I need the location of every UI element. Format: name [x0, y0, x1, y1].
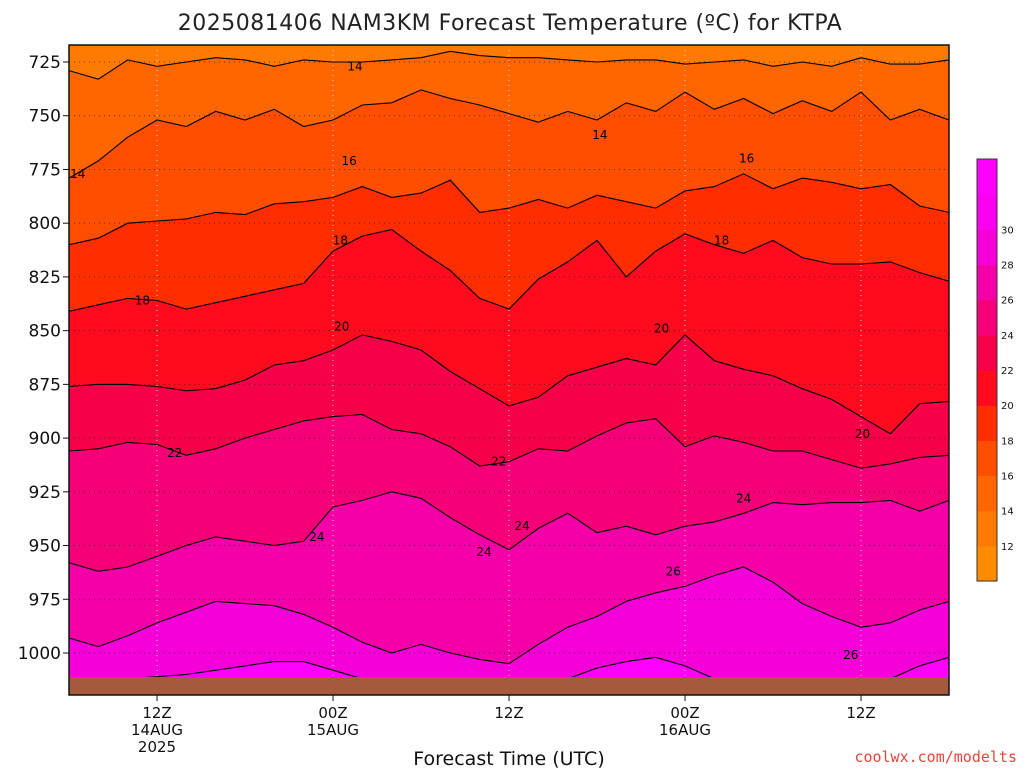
contour-label-14: 14	[592, 128, 607, 142]
colorbar: 12 14 16 18 20 22 24 26 28 30	[976, 158, 1014, 582]
xtick-label-42-0: 00Z	[670, 704, 699, 722]
band-16	[69, 45, 949, 179]
contour-label-20: 20	[855, 427, 870, 441]
ytick-label-900: 900	[29, 429, 61, 449]
contour-label-24: 24	[476, 545, 491, 559]
contour-labels: 14 14 14 16 16 18 18 18 20 20 20 22 22 24 24 24 24 26 26	[70, 59, 870, 662]
colorbar-label-16: 16	[1001, 472, 1014, 483]
colorbar-swatch-10	[977, 194, 997, 230]
contour-16	[69, 89, 949, 179]
ytick-label-925: 925	[29, 483, 61, 503]
ytick-label-950: 950	[29, 537, 61, 557]
xtick-label-6-0: 12Z	[142, 704, 171, 722]
contour-label-22: 22	[167, 446, 182, 460]
colorbar-label-28: 28	[1001, 261, 1014, 272]
contour-label-18: 18	[333, 233, 348, 247]
ytick-label-850: 850	[29, 322, 61, 342]
temperature-fill	[69, 45, 949, 695]
colorbar-swatch-4	[977, 405, 997, 441]
colorbar-swatch-1	[977, 510, 997, 547]
colorbar-frame	[976, 158, 998, 582]
colorbar-swatch-5	[977, 370, 997, 406]
grid-lines	[69, 45, 949, 695]
colorbar-swatch-2	[977, 475, 997, 512]
colorbar-swatch-7	[977, 299, 997, 336]
xtick-label-18-1: 15AUG	[307, 721, 359, 739]
contour-22	[69, 334, 949, 435]
contour-28	[69, 566, 949, 665]
xtick-label-6-2: 2025	[138, 738, 176, 756]
colorbar-label-24: 24	[1001, 331, 1014, 342]
contour-label-24: 24	[515, 519, 530, 533]
contour-label-18: 18	[135, 294, 150, 308]
xtick-label-42-1: 16AUG	[659, 721, 711, 739]
colorbar-swatch-11	[977, 159, 997, 195]
ytick-label-725: 725	[29, 53, 61, 73]
colorbar-swatch-0	[977, 545, 997, 582]
contour-label-18: 18	[714, 233, 729, 247]
colorbar-label-18: 18	[1001, 436, 1014, 447]
colorbar-swatch-8	[977, 264, 997, 301]
colorbar-label-14: 14	[1001, 507, 1014, 518]
contour-label-14: 14	[347, 59, 362, 73]
ytick-label-800: 800	[29, 214, 61, 234]
contour-label-24: 24	[736, 491, 751, 505]
colorbar-swatch-9	[977, 229, 997, 266]
colorbar-swatch-3	[977, 440, 997, 477]
contour-18	[69, 173, 949, 246]
contour-label-26: 26	[843, 648, 858, 662]
contour-24	[69, 413, 949, 469]
contour-label-22: 22	[491, 455, 506, 469]
ytick-label-875: 875	[29, 375, 61, 395]
ytick-label-825: 825	[29, 268, 61, 288]
colorbar-label-26: 26	[1001, 296, 1014, 307]
credit-text: coolwx.com/modelts	[854, 748, 1017, 766]
xtick-label-18-0: 00Z	[318, 704, 347, 722]
xtick-label-30-0: 12Z	[494, 704, 523, 722]
x-axis-label: Forecast Time (UTC)	[413, 748, 604, 768]
colorbar-label-30: 30	[1001, 225, 1014, 236]
ytick-label-975: 975	[29, 590, 61, 610]
contour-label-16: 16	[739, 152, 754, 166]
contour-label-20: 20	[334, 319, 349, 333]
contour-label-20: 20	[654, 321, 669, 335]
chart-title: 2025081406 NAM3KM Forecast Temperature (…	[178, 11, 842, 36]
ytick-label-1000: 1000	[18, 644, 61, 664]
ytick-label-775: 775	[29, 160, 61, 180]
colorbar-label-22: 22	[1001, 366, 1014, 377]
contour-14	[69, 50, 949, 80]
contour-label-26: 26	[666, 564, 681, 578]
ground-strip	[69, 677, 949, 695]
contour-label-16: 16	[341, 154, 356, 168]
contour-label-24: 24	[309, 530, 324, 544]
contour-20	[69, 229, 949, 312]
colorbar-label-12: 12	[1001, 542, 1014, 553]
colorbar-swatch-6	[977, 334, 997, 371]
ground-surface	[69, 677, 949, 695]
band-14	[69, 45, 949, 80]
xtick-label-6-1: 14AUG	[131, 721, 183, 739]
xtick-label-54-0: 12Z	[846, 704, 875, 722]
y-axis: 725 750 775 800 825 850 875 900 925 950 975 1000	[18, 53, 69, 664]
contour-26	[69, 491, 949, 572]
colorbar-label-20: 20	[1001, 401, 1014, 412]
ytick-label-750: 750	[29, 107, 61, 127]
contour-label-14: 14	[70, 167, 85, 181]
